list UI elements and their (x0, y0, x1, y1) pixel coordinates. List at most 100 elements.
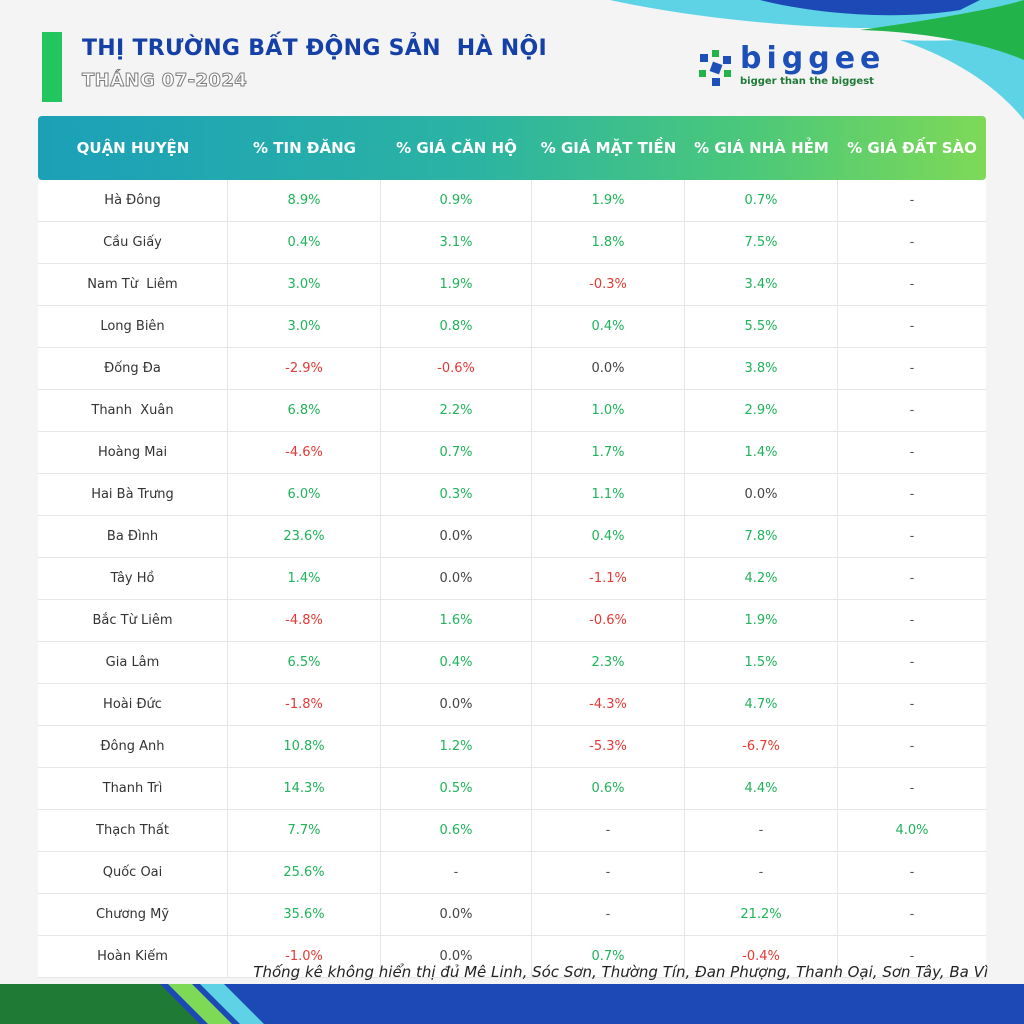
cell-listings: 6.8% (228, 390, 381, 431)
cell-district: Thanh Trì (38, 768, 228, 809)
cell-listings: 23.6% (228, 516, 381, 557)
cell-land-plot-price: - (909, 571, 915, 586)
cell-alley-house-price: - (685, 810, 838, 851)
cell-frontage-price: -0.3% (532, 264, 685, 305)
table-row: Quốc Oai 25.6% - - - - (38, 852, 986, 894)
cell-frontage-price: - (532, 810, 685, 851)
cell-alley-house-price: 2.9% (685, 390, 838, 431)
table-row: Long Biên 3.0% 0.8% 0.4% 5.5% - (38, 306, 986, 348)
cell-listings: 7.7% (228, 810, 381, 851)
logo-tagline: bigger than the biggest (740, 76, 874, 87)
cell-land-plot-price: - (909, 487, 915, 502)
top-wave-decoration (610, 0, 1024, 120)
table-row: Đông Anh 10.8% 1.2% -5.3% -6.7% - (38, 726, 986, 768)
cell-land-plot-price: - (909, 235, 915, 250)
cell-district: Hoàng Mai (38, 432, 228, 473)
biggee-logo: biggee bigger than the biggest (696, 41, 906, 90)
table-header: QUẬN HUYỆN % TIN ĐĂNG % GIÁ CĂN HỘ % GIÁ… (38, 116, 986, 180)
cell-district: Hà Đông (38, 180, 228, 221)
table-row: Tây Hồ 1.4% 0.0% -1.1% 4.2% - (38, 558, 986, 600)
cell-land-plot-price: 4.0% (895, 823, 929, 838)
cell-land-plot-price: - (909, 277, 915, 292)
footnote: Thống kê không hiển thị đủ Mê Linh, Sóc … (253, 963, 988, 981)
cell-frontage-price: - (532, 852, 685, 893)
cell-district: Cầu Giấy (38, 222, 228, 263)
cell-apartment-price: 0.6% (381, 810, 532, 851)
cell-apartment-price: 0.3% (381, 474, 532, 515)
table-row: Hai Bà Trưng 6.0% 0.3% 1.1% 0.0% - (38, 474, 986, 516)
cell-land-plot-price: - (909, 529, 915, 544)
cell-apartment-price: 0.7% (381, 432, 532, 473)
cell-alley-house-price: 0.7% (685, 180, 838, 221)
cell-listings: 1.4% (228, 558, 381, 599)
cell-land-plot-price: - (909, 193, 915, 208)
cell-apartment-price: 0.4% (381, 642, 532, 683)
cell-listings: -2.9% (228, 348, 381, 389)
cell-land-plot-price: - (909, 949, 915, 964)
cell-frontage-price: 2.3% (532, 642, 685, 683)
cell-frontage-price: 0.0% (532, 348, 685, 389)
cell-listings: 35.6% (228, 894, 381, 935)
cell-listings: 14.3% (228, 768, 381, 809)
table-row: Bắc Từ Liêm -4.8% 1.6% -0.6% 1.9% - (38, 600, 986, 642)
cell-apartment-price: 1.6% (381, 600, 532, 641)
cell-frontage-price: 0.4% (532, 516, 685, 557)
cell-land-plot-price: - (909, 739, 915, 754)
cell-district: Hai Bà Trưng (38, 474, 228, 515)
cell-frontage-price: -5.3% (532, 726, 685, 767)
cell-listings: -1.8% (228, 684, 381, 725)
cell-apartment-price: 0.5% (381, 768, 532, 809)
table-row: Đống Đa -2.9% -0.6% 0.0% 3.8% - (38, 348, 986, 390)
cell-apartment-price: 0.0% (381, 894, 532, 935)
cell-district: Quốc Oai (38, 852, 228, 893)
table-row: Chương Mỹ 35.6% 0.0% -21.2% - (38, 894, 986, 936)
cell-frontage-price: 1.8% (532, 222, 685, 263)
cell-apartment-price: 0.8% (381, 306, 532, 347)
cell-district: Long Biên (38, 306, 228, 347)
cell-district: Ba Đình (38, 516, 228, 557)
table-row: Cầu Giấy 0.4% 3.1% 1.8% 7.5% - (38, 222, 986, 264)
cell-listings: 6.5% (228, 642, 381, 683)
cell-apartment-price: 0.0% (381, 684, 532, 725)
cell-alley-house-price: 7.8% (685, 516, 838, 557)
cell-alley-house-price: 0.0% (685, 474, 838, 515)
cell-listings: 25.6% (228, 852, 381, 893)
cell-alley-house-price: - (685, 852, 838, 893)
table-row: Hà Đông 8.9% 0.9% 1.9% 0.7% - (38, 180, 986, 222)
column-header-land-plot-price: % GIÁ ĐẤT SÀO (847, 139, 977, 157)
cell-alley-house-price: 4.7% (685, 684, 838, 725)
cell-district: Bắc Từ Liêm (38, 600, 228, 641)
table-row: Hoàng Mai -4.6% 0.7% 1.7% 1.4% - (38, 432, 986, 474)
cell-land-plot-price: - (909, 403, 915, 418)
cell-land-plot-price: - (909, 361, 915, 376)
cell-district: Hoàn Kiếm (38, 936, 228, 977)
cell-frontage-price: -1.1% (532, 558, 685, 599)
cell-alley-house-price: 3.4% (685, 264, 838, 305)
cell-district: Chương Mỹ (38, 894, 228, 935)
cell-alley-house-price: -6.7% (685, 726, 838, 767)
logo-wordmark: biggee (740, 41, 886, 76)
cell-listings: 6.0% (228, 474, 381, 515)
page-title: THỊ TRƯỜNG BẤT ĐỘNG SẢN HÀ NỘI (82, 36, 547, 61)
district-price-table: QUẬN HUYỆN % TIN ĐĂNG % GIÁ CĂN HỘ % GIÁ… (38, 116, 986, 978)
cell-district: Hoài Đức (38, 684, 228, 725)
cell-district: Thanh Xuân (38, 390, 228, 431)
cell-district: Nam Từ Liêm (38, 264, 228, 305)
page-subtitle: THÁNG 07-2024 (81, 70, 248, 92)
cell-listings: 3.0% (228, 306, 381, 347)
cell-listings: 0.4% (228, 222, 381, 263)
cell-alley-house-price: 1.9% (685, 600, 838, 641)
cell-apartment-price: -0.6% (381, 348, 532, 389)
cell-frontage-price: 1.1% (532, 474, 685, 515)
cell-district: Đông Anh (38, 726, 228, 767)
biggee-logo-mark-icon (699, 50, 731, 86)
cell-listings: 10.8% (228, 726, 381, 767)
table-row: Thanh Trì 14.3% 0.5% 0.6% 4.4% - (38, 768, 986, 810)
table-row: Gia Lâm 6.5% 0.4% 2.3% 1.5% - (38, 642, 986, 684)
cell-apartment-price: 0.0% (381, 558, 532, 599)
cell-district: Gia Lâm (38, 642, 228, 683)
cell-alley-house-price: 3.8% (685, 348, 838, 389)
cell-frontage-price: -4.3% (532, 684, 685, 725)
cell-apartment-price: 2.2% (381, 390, 532, 431)
cell-land-plot-price: - (909, 613, 915, 628)
